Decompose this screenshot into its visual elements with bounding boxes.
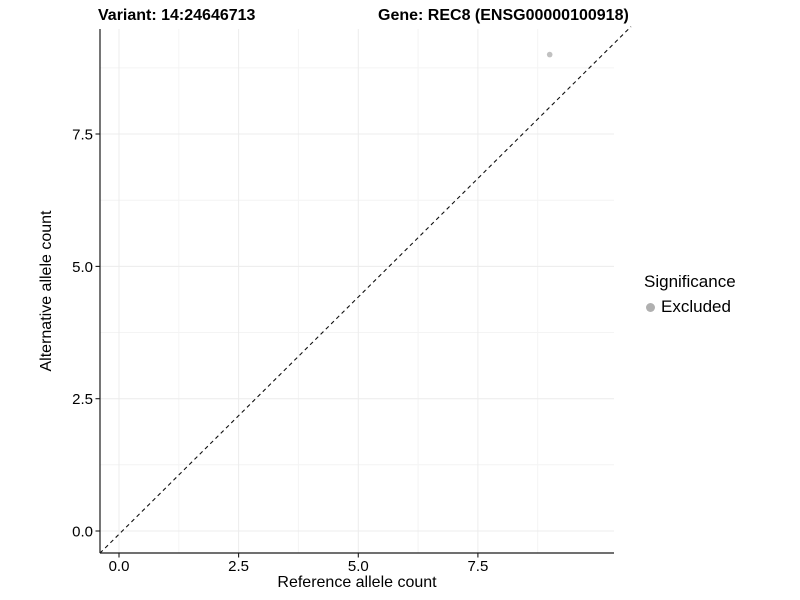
x-tick-label: 0.0 (109, 558, 130, 575)
identity-reference-line (99, 26, 632, 554)
legend: Significance Excluded (644, 272, 736, 317)
y-tick-label: 7.5 (72, 127, 93, 144)
y-tick-label: 0.0 (72, 524, 93, 541)
excluded-dot-icon (646, 302, 655, 312)
legend-item-excluded: Excluded (644, 297, 736, 317)
variant-title: Variant: 14:24646713 (98, 7, 256, 24)
x-tick-label: 5.0 (348, 558, 369, 575)
x-axis-title: Reference allele count (277, 574, 437, 591)
data-point (546, 51, 553, 58)
legend-item-label: Excluded (661, 297, 731, 316)
x-tick-label: 2.5 (228, 558, 249, 575)
x-tick-label: 7.5 (467, 558, 488, 575)
gene-title: Gene: REC8 (ENSG00000100918) (378, 7, 629, 24)
y-axis-title: Alternative allele count (38, 210, 55, 372)
y-tick-label: 5.0 (72, 259, 93, 276)
y-tick-label: 2.5 (72, 391, 93, 408)
legend-title: Significance (644, 272, 736, 291)
